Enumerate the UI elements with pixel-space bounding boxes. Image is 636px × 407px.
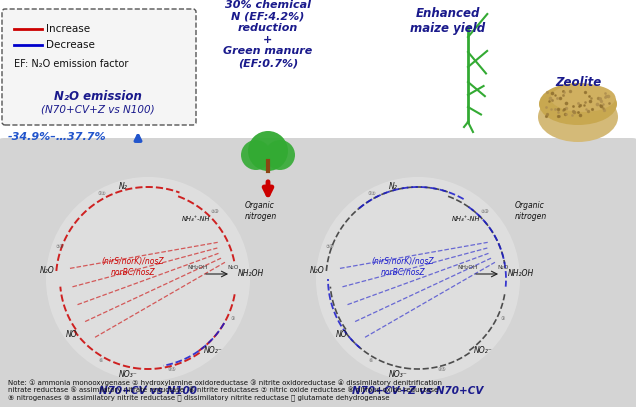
Ellipse shape (551, 84, 616, 112)
Text: N₂O: N₂O (39, 266, 54, 275)
Text: N70+CV vs N100: N70+CV vs N100 (99, 386, 197, 396)
Text: Decrease: Decrease (46, 40, 95, 50)
Text: NH₂OH: NH₂OH (458, 265, 478, 270)
Text: ②③: ②③ (211, 209, 219, 214)
Text: ①②: ①② (98, 191, 107, 196)
Text: NO₂⁻: NO₂⁻ (474, 346, 493, 355)
Text: Organic
nitrogen: Organic nitrogen (515, 201, 547, 221)
Text: (N70+CV+Z vs N100): (N70+CV+Z vs N100) (41, 105, 155, 115)
Text: Zeolite: Zeolite (555, 76, 601, 88)
Text: ④⑤: ④⑤ (168, 367, 177, 372)
Circle shape (241, 140, 271, 170)
Text: ⑥: ⑥ (99, 358, 103, 363)
Text: NO₃⁻: NO₃⁻ (120, 370, 138, 379)
Text: ⑦⑧: ⑦⑧ (55, 244, 64, 249)
Circle shape (316, 177, 520, 381)
Text: N₂O: N₂O (497, 265, 509, 270)
Text: ③: ③ (501, 316, 506, 321)
Text: N₂O emission: N₂O emission (54, 90, 142, 103)
Text: (nirS/norK)/nosZ
norBC/nosZ: (nirS/norK)/nosZ norBC/nosZ (102, 257, 164, 277)
Text: NO₃⁻: NO₃⁻ (389, 370, 408, 379)
Text: Enhanced
maize yield: Enhanced maize yield (410, 7, 485, 35)
Text: N₂O: N₂O (310, 266, 324, 275)
Text: EF: N₂O emission factor: EF: N₂O emission factor (14, 59, 128, 69)
Text: Organic
nitrogen: Organic nitrogen (245, 201, 277, 221)
Text: NH₂OH: NH₂OH (238, 269, 264, 278)
Circle shape (265, 140, 295, 170)
Text: ①②: ①② (368, 191, 377, 196)
Text: ⑦⑧: ⑦⑧ (325, 244, 334, 249)
Text: NH₄⁺-NH: NH₄⁺-NH (182, 216, 211, 222)
Text: Note: ① ammonia monooxygenase ② hydroxylamine oxidoreductase ③ nitrite oxidoredu: Note: ① ammonia monooxygenase ② hydroxyl… (8, 379, 442, 401)
Text: -34.9%–…37.7%: -34.9%–…37.7% (8, 132, 107, 142)
Text: 30% chemical
N (EF:4.2%)
reduction
+
Green manure
(EF:0.7%): 30% chemical N (EF:4.2%) reduction + Gre… (223, 0, 313, 68)
Text: NH₂OH: NH₂OH (508, 269, 534, 278)
Text: N₂O: N₂O (227, 265, 238, 270)
Text: ②③: ②③ (481, 209, 490, 214)
Ellipse shape (539, 83, 617, 125)
Text: NO: NO (66, 330, 77, 339)
Circle shape (46, 177, 250, 381)
Text: Increase: Increase (46, 24, 90, 34)
Circle shape (248, 131, 288, 171)
Text: NH₄⁺-NH: NH₄⁺-NH (452, 216, 480, 222)
FancyBboxPatch shape (0, 138, 636, 407)
Text: N70+CV+Z vs N70+CV: N70+CV+Z vs N70+CV (352, 386, 484, 396)
Text: N₂: N₂ (389, 182, 398, 191)
Text: ⑥: ⑥ (369, 358, 373, 363)
Text: ③: ③ (231, 316, 235, 321)
Text: ④⑤: ④⑤ (438, 367, 446, 372)
Text: N₂: N₂ (119, 182, 128, 191)
Text: NO₂⁻: NO₂⁻ (204, 346, 223, 355)
Text: NO: NO (335, 330, 347, 339)
Text: NH₂OH: NH₂OH (188, 265, 208, 270)
FancyBboxPatch shape (2, 9, 196, 125)
Text: (nirS/norK)/nosZ
norBC/nosZ: (nirS/norK)/nosZ norBC/nosZ (371, 257, 434, 277)
Ellipse shape (538, 92, 618, 142)
